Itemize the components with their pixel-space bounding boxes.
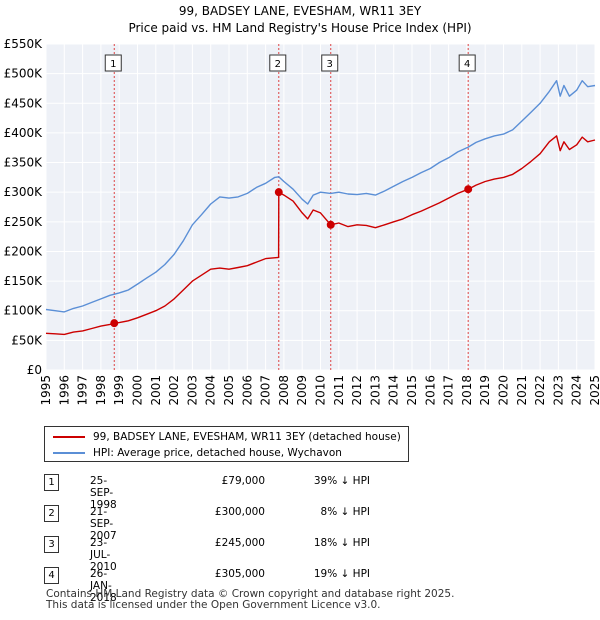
y-tick-label: £50K — [11, 333, 43, 347]
y-tick-label: £550K — [4, 37, 44, 51]
series-lines — [45, 80, 596, 336]
transaction-label: 3 — [327, 59, 333, 70]
hpi-series-line — [45, 80, 596, 313]
y-tick-label: £200K — [4, 244, 44, 258]
transaction-label: 2 — [275, 59, 281, 70]
x-tick-label: 2002 — [167, 375, 181, 406]
x-tick-label: 2013 — [368, 375, 382, 406]
y-tick-label: £400K — [4, 126, 44, 140]
x-tick-label: 2023 — [551, 375, 565, 406]
legend: 99, BADSEY LANE, EVESHAM, WR11 3EY (deta… — [44, 426, 409, 462]
x-tick-label: 1995 — [39, 375, 53, 406]
transaction-hpi-diff: 18% ↓ HPI — [313, 537, 370, 549]
legend-property: 99, BADSEY LANE, EVESHAM, WR11 3EY (deta… — [53, 430, 401, 444]
x-tick-label: 2021 — [515, 375, 529, 406]
legend-property-swatch — [53, 436, 85, 438]
x-tick-label: 2020 — [497, 375, 511, 406]
y-tick-label: £350K — [4, 156, 44, 170]
transaction-price: £79,000 — [221, 475, 265, 487]
chart-title: 99, BADSEY LANE, EVESHAM, WR11 3EY — [179, 4, 422, 18]
y-tick-label: £450K — [4, 96, 44, 110]
transaction-date: 23-JUL-2010 — [90, 537, 117, 573]
transaction-date: 25-SEP-1998 — [90, 475, 117, 511]
transaction-label-box — [321, 54, 339, 72]
price-chart: 99, BADSEY LANE, EVESHAM, WR11 3EY Price… — [4, 4, 600, 406]
x-tick-label: 2011 — [332, 375, 346, 406]
transaction-price: £305,000 — [214, 568, 265, 580]
y-tick-label: £0 — [27, 363, 42, 377]
x-tick-label: 2003 — [185, 375, 199, 406]
x-tick-label: 2006 — [240, 375, 254, 406]
transaction-number: 3 — [44, 536, 59, 553]
sale-point — [326, 220, 335, 229]
grid-lines — [45, 43, 596, 371]
transaction-hpi-diff: 19% ↓ HPI — [313, 568, 370, 580]
transaction-label-box — [458, 54, 476, 72]
y-tick-label: £100K — [4, 304, 44, 318]
footer-copyright: Contains HM Land Registry data © Crown c… — [46, 588, 455, 600]
x-tick-label: 2019 — [478, 375, 492, 406]
x-tick-label: 2009 — [295, 375, 309, 406]
y-tick-label: £300K — [4, 185, 44, 199]
legend-property-label: 99, BADSEY LANE, EVESHAM, WR11 3EY (deta… — [93, 431, 401, 443]
legend-hpi: HPI: Average price, detached house, Wych… — [53, 446, 342, 460]
x-tick-label: 1998 — [94, 375, 108, 406]
transaction-label: 1 — [110, 59, 116, 70]
transaction-price: £245,000 — [214, 537, 265, 549]
y-tick-label: £500K — [4, 67, 44, 81]
x-tick-label: 1999 — [112, 375, 126, 406]
footer-license: This data is licensed under the Open Gov… — [46, 599, 381, 611]
x-tick-label: 2024 — [570, 375, 584, 406]
transaction-date: 21-SEP-2007 — [90, 506, 117, 542]
sale-point — [464, 185, 473, 194]
transaction-markers: 1 2 3 4 — [104, 54, 476, 328]
transaction-number: 2 — [44, 505, 59, 522]
x-tick-label: 2010 — [314, 375, 328, 406]
x-tick-label: 2005 — [222, 375, 236, 406]
x-tick-label: 2004 — [204, 375, 218, 406]
x-tick-label: 1997 — [76, 375, 90, 406]
transaction-date: 26-JAN-2018 — [90, 568, 117, 604]
chart-subtitle: Price paid vs. HM Land Registry's House … — [128, 21, 471, 35]
y-axis-ticks: £0 £50K £100K £150K £200K £250K £300K £350K £400… — [4, 37, 44, 377]
sale-point — [274, 188, 283, 197]
x-tick-label: 2025 — [588, 375, 600, 406]
x-tick-label: 2016 — [423, 375, 437, 406]
transaction-price: £300,000 — [214, 506, 265, 518]
x-tick-label: 2007 — [259, 375, 273, 406]
legend-hpi-swatch — [53, 452, 85, 454]
property-series-line — [45, 135, 596, 336]
footer: Contains HM Land Registry data © Crown c… — [46, 589, 454, 611]
x-tick-label: 2022 — [533, 375, 547, 406]
x-tick-label: 2017 — [442, 375, 456, 406]
transaction-hpi-diff: 39% ↓ HPI — [313, 475, 370, 487]
x-tick-label: 2000 — [131, 375, 145, 406]
transaction-label-box — [269, 54, 287, 72]
transaction-hpi-diff: 8% ↓ HPI — [320, 506, 370, 518]
sale-point — [110, 319, 119, 328]
x-tick-label: 2008 — [277, 375, 291, 406]
x-tick-label: 2001 — [149, 375, 163, 406]
x-tick-label: 2012 — [350, 375, 364, 406]
transaction-number: 1 — [44, 474, 59, 491]
y-tick-label: £150K — [4, 274, 44, 288]
transaction-number: 4 — [44, 567, 59, 584]
transaction-label: 4 — [464, 59, 470, 70]
x-tick-label: 2018 — [460, 375, 474, 406]
transaction-label-box — [104, 54, 122, 72]
x-tick-label: 1996 — [57, 375, 71, 406]
y-tick-label: £250K — [4, 215, 44, 229]
x-tick-label: 2014 — [387, 375, 401, 406]
legend-hpi-label: HPI: Average price, detached house, Wych… — [93, 447, 342, 459]
x-tick-label: 2015 — [405, 375, 419, 406]
x-axis-ticks: 1995 1996 1997 1998 1999 2000 2001 2002 2003 2004… — [39, 375, 600, 406]
